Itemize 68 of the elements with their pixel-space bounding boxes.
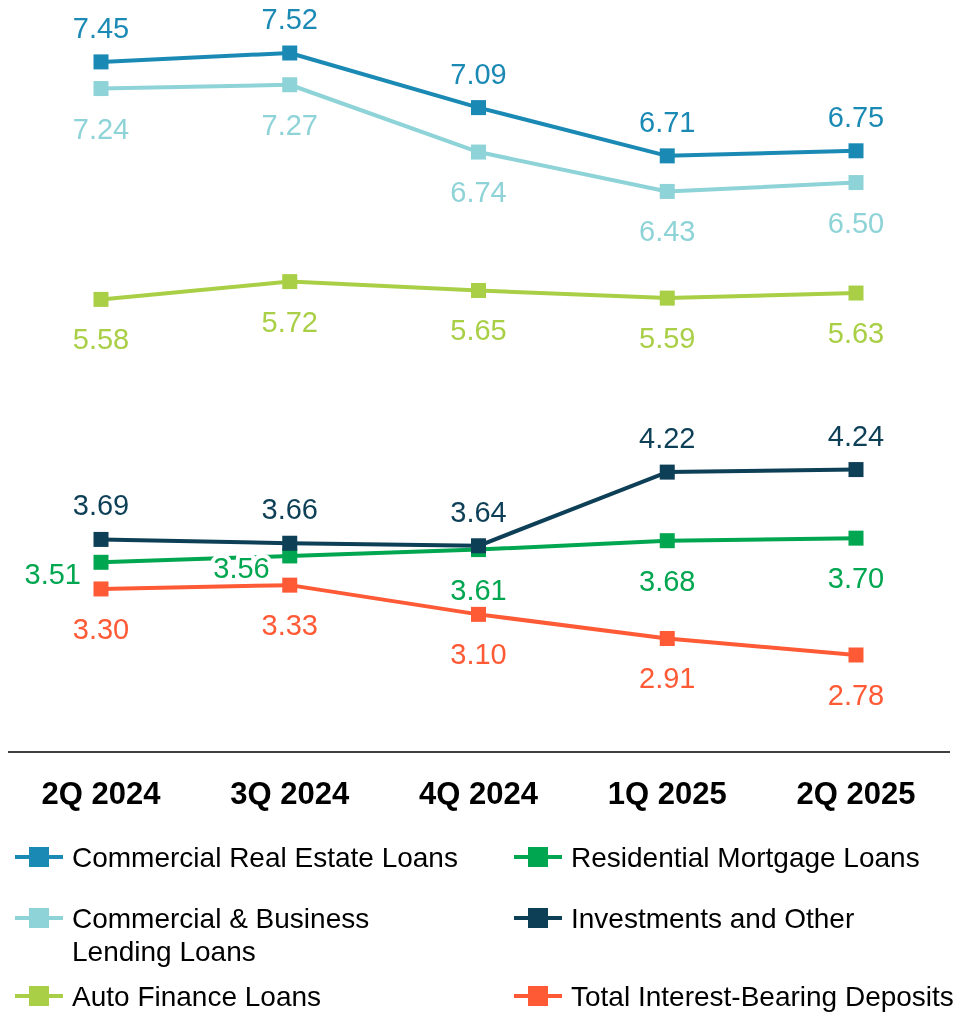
x-tick-label: 2Q 2025 xyxy=(796,776,916,811)
data-label: 6.74 xyxy=(450,176,507,209)
x-tick-label: 2Q 2024 xyxy=(41,776,162,811)
data-label: 5.58 xyxy=(72,323,130,356)
point xyxy=(848,143,864,159)
data-label: 2.78 xyxy=(827,679,885,711)
data-label: 3.70 xyxy=(827,562,885,595)
point xyxy=(848,530,864,546)
point xyxy=(659,183,675,199)
legend-label: Auto Finance Loans xyxy=(72,981,322,1012)
data-label: 3.69 xyxy=(72,489,130,522)
data-label: 7.52 xyxy=(261,3,318,35)
point xyxy=(471,100,486,116)
point xyxy=(659,533,675,549)
point xyxy=(848,175,864,191)
data-label: 7.09 xyxy=(450,57,507,90)
point xyxy=(93,581,109,597)
data-label: 3.66 xyxy=(261,493,318,526)
x-tick-label: 1Q 2025 xyxy=(607,776,727,811)
point xyxy=(282,274,298,290)
x-tick-label: 3Q 2024 xyxy=(230,776,350,811)
point xyxy=(93,531,109,547)
point xyxy=(282,577,298,593)
point xyxy=(848,647,864,663)
data-label: 6.75 xyxy=(827,100,885,133)
data-label: 5.72 xyxy=(261,305,318,338)
point xyxy=(471,144,486,160)
legend-label: Commercial Real Estate Loans xyxy=(72,842,458,873)
point xyxy=(93,54,109,70)
data-label: 3.30 xyxy=(72,612,130,645)
data-label: 3.33 xyxy=(261,609,318,642)
data-label: 7.24 xyxy=(72,112,130,145)
point xyxy=(282,535,298,551)
data-label: 5.59 xyxy=(639,322,696,355)
data-label: 6.43 xyxy=(639,215,696,248)
data-label: 3.61 xyxy=(450,573,507,606)
legend-label: Commercial & Business Lending Loans xyxy=(72,903,370,967)
legend-label: Investments and Other xyxy=(571,903,855,934)
point xyxy=(471,538,486,554)
point xyxy=(659,464,675,480)
data-label: 3.68 xyxy=(639,564,696,597)
data-label: 4.22 xyxy=(639,422,696,455)
point xyxy=(93,554,109,570)
data-label: 5.65 xyxy=(450,314,507,347)
point xyxy=(471,283,486,298)
data-label: 3.64 xyxy=(450,495,507,528)
point xyxy=(659,290,675,306)
point xyxy=(848,462,864,478)
legend-label: Total Interest-Bearing Deposits xyxy=(571,981,954,1012)
data-label: 7.27 xyxy=(261,108,318,141)
point xyxy=(93,81,109,97)
data-label: 3.10 xyxy=(450,638,507,671)
point xyxy=(659,148,675,164)
data-label: 7.45 xyxy=(72,11,130,44)
data-label: 6.50 xyxy=(827,206,885,239)
point xyxy=(848,285,864,301)
data-label: 2.91 xyxy=(639,662,696,695)
point xyxy=(282,77,298,93)
point xyxy=(282,45,298,61)
legend-label: Residential Mortgage Loans xyxy=(571,842,920,873)
data-label: 4.24 xyxy=(827,419,885,452)
data-label: 5.63 xyxy=(827,317,885,350)
data-label: 6.71 xyxy=(639,105,696,138)
point xyxy=(659,630,675,646)
point xyxy=(471,606,486,622)
point xyxy=(93,291,109,307)
data-label: 3.51 xyxy=(24,558,81,591)
x-tick-label: 4Q 2024 xyxy=(419,776,539,811)
